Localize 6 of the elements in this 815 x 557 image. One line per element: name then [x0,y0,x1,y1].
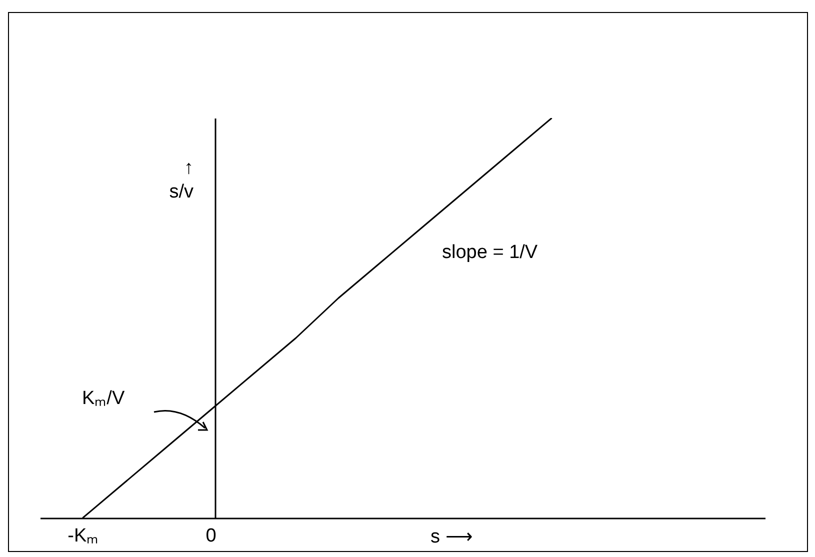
x-axis-title: s ⟶ [430,526,472,548]
annotation: Kₘ/V [82,388,125,409]
y-axis-title: ↑ s/v [169,158,194,202]
annotation: slope = 1/V [442,242,538,263]
x-tick-label: -Kₘ [68,526,99,546]
x-tick-label: 0 [206,526,216,546]
